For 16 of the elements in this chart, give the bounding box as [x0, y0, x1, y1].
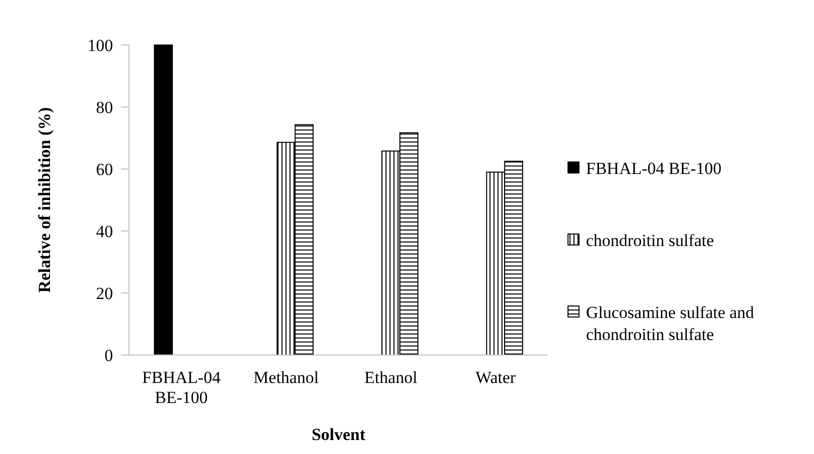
x-tick-label: Ethanol [364, 368, 418, 387]
y-axis-title: Relative of inhibition (%) [35, 107, 54, 293]
legend-label: FBHAL-04 BE-100 [586, 158, 722, 178]
x-tick-label: Methanol [254, 368, 319, 387]
legend-label: Glucosamine sulfate and chondroitin sulfate [586, 302, 755, 344]
x-axis-title: Solvent [312, 425, 366, 444]
y-tick-label: 20 [96, 284, 113, 303]
x-tick-label: Water [476, 368, 516, 387]
bar [154, 44, 173, 356]
legend-label: chondroitin sulfate [586, 230, 714, 250]
y-tick-label: 60 [96, 160, 113, 179]
y-tick-label: 100 [88, 36, 113, 55]
y-tick-label: 40 [96, 222, 113, 241]
y-tick-label: 80 [96, 98, 113, 117]
y-tick-label: 0 [104, 346, 113, 365]
x-tick-label: FBHAL-04 BE-100 [142, 368, 222, 407]
